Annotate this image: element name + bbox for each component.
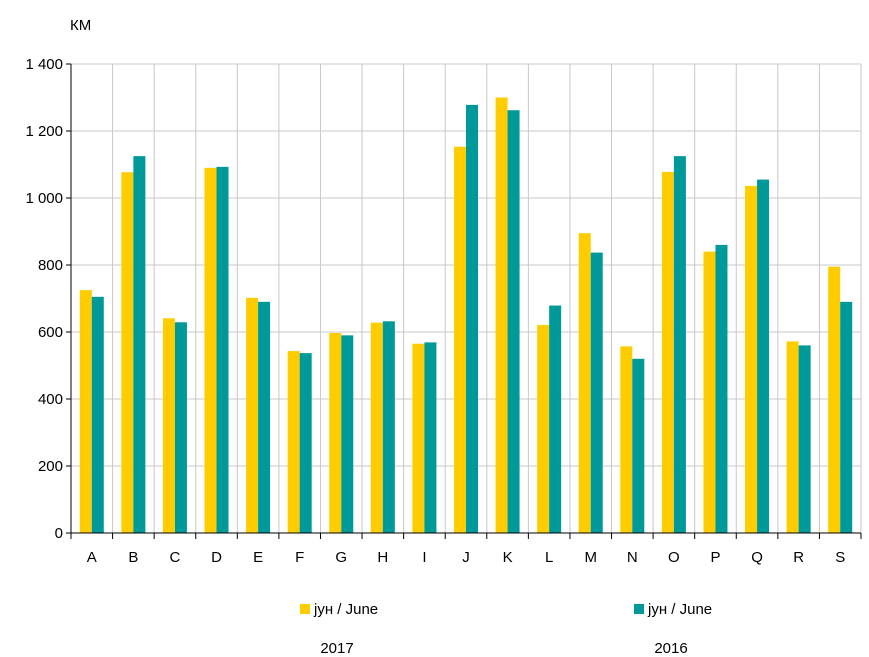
x-tick-label: S [835,549,845,566]
bar-L-2016 [549,305,562,533]
x-tick-label: E [253,549,263,566]
bar-P-2017 [703,251,716,533]
x-tick-label: K [503,549,513,566]
bar-K-2017 [495,97,508,533]
x-tick-label: L [545,549,553,566]
bar-I-2016 [424,342,437,533]
bar-M-2016 [590,252,603,534]
bar-R-2017 [786,341,799,533]
bar-G-2017 [329,333,342,533]
x-tick-label: P [710,549,720,566]
bar-O-2016 [673,156,686,533]
bar-P-2016 [715,244,728,533]
x-tick-label: O [668,549,680,566]
x-tick-label: A [87,549,97,566]
x-tick-label: N [627,549,638,566]
legend: јун / June 2017 јун / June 2016 [300,601,712,657]
x-tick-label: B [128,549,138,566]
bar-E-2016 [258,301,271,533]
bar-D-2017 [204,167,217,533]
bar-J-2017 [454,146,466,533]
y-tick-label: 200 [38,458,63,475]
bar-A-2016 [91,296,104,533]
legend-label-2016: јун / June [647,601,712,618]
bar-I-2017 [412,343,425,533]
bar-C-2016 [174,322,187,533]
bar-K-2016 [507,110,520,533]
bar-L-2017 [537,324,550,533]
bar-O-2017 [661,171,674,533]
legend-year-2016: 2016 [654,640,687,657]
bar-H-2017 [370,322,383,533]
x-tick-label: R [793,549,804,566]
bar-S-2017 [828,266,841,533]
bar-R-2016 [798,345,811,533]
legend-swatch-2016 [634,604,644,614]
legend-label-2017: јун / June [313,601,378,618]
bar-F-2016 [299,353,312,533]
y-tick-label: 1 200 [25,123,63,140]
bar-B-2017 [121,172,134,533]
bar-C-2017 [162,318,175,533]
y-tick-label: 600 [38,324,63,341]
bar-N-2017 [620,346,633,533]
x-tick-label: Q [751,549,763,566]
bar-F-2017 [287,351,300,533]
y-tick-label: 0 [55,525,63,542]
x-tick-label: J [462,549,470,566]
x-tick-label: H [377,549,388,566]
x-tick-label: D [211,549,222,566]
bar-B-2016 [133,156,146,533]
y-tick-label: 800 [38,257,63,274]
x-tick-label: C [170,549,181,566]
bar-E-2017 [246,297,259,533]
y-tick-labels: 0 200 400 600 800 1 000 1 200 1 400 [25,56,63,542]
legend-swatch-2017 [300,604,310,614]
x-tick-labels: A B C D E F G H I J K L M N O P Q R S [87,549,845,566]
y-axis-unit-label: КМ [70,17,91,34]
x-tick-label: F [295,549,304,566]
bar-N-2016 [632,358,645,533]
bar-A-2017 [79,290,92,533]
y-tick-label: 1 000 [25,190,63,207]
bar-Q-2017 [745,185,758,533]
bar-M-2017 [578,233,591,534]
y-tick-label: 400 [38,391,63,408]
bar-H-2016 [382,321,395,533]
x-tick-label: M [584,549,597,566]
bar-D-2016 [216,166,229,533]
y-tick-label: 1 400 [25,56,63,73]
x-tick-label: I [422,549,426,566]
axes [66,63,862,539]
bars [79,97,853,534]
legend-year-2017: 2017 [320,640,353,657]
bar-S-2016 [840,301,853,533]
x-tick-label: G [335,549,347,566]
bar-Q-2016 [757,179,770,533]
bar-J-2016 [466,104,478,534]
bar-G-2016 [341,335,354,533]
